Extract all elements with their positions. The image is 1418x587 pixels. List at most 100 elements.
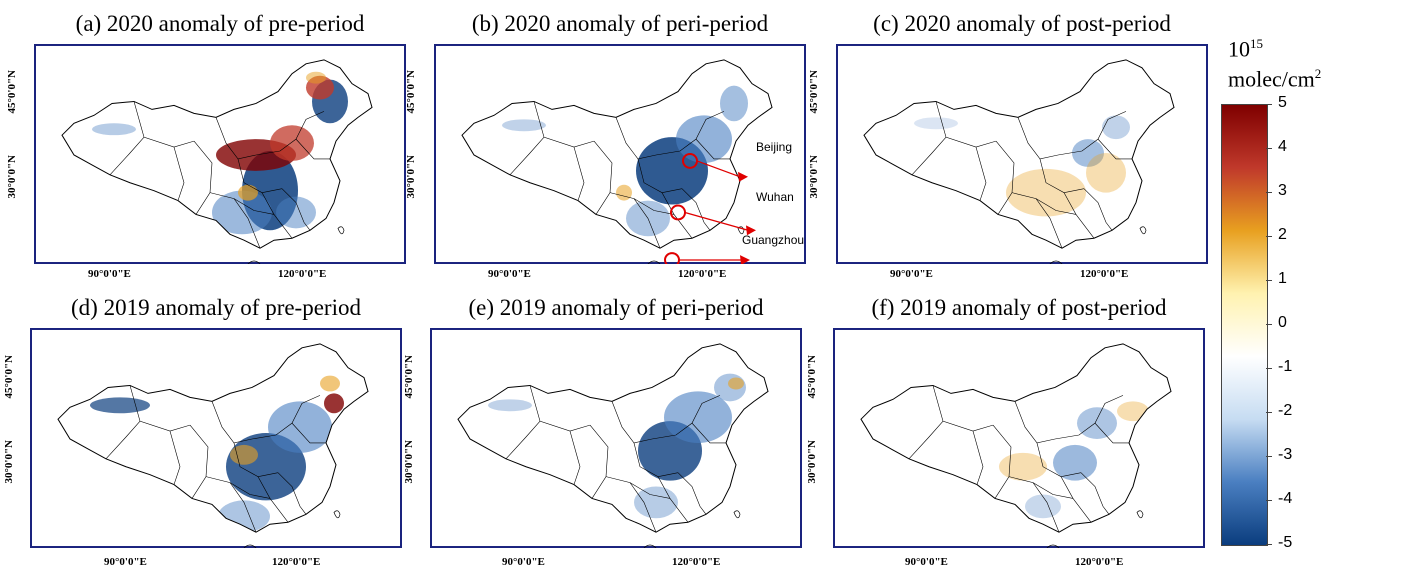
island-outline xyxy=(737,226,745,235)
island-outline xyxy=(1139,226,1147,235)
lat-label-45: 45°0'0"N xyxy=(3,355,15,399)
lon-label-90: 90°0'0"E xyxy=(104,556,147,568)
colorbar-unit-name: molec/cm2 xyxy=(1228,66,1321,92)
province-boundary xyxy=(677,472,707,515)
map-frame xyxy=(833,328,1205,548)
colorbar-tick-label: 5 xyxy=(1278,94,1287,111)
lon-label-120: 120°0'0"E xyxy=(1080,268,1129,280)
anomaly-region xyxy=(270,125,314,161)
province-boundary xyxy=(695,138,730,160)
anomaly-region xyxy=(238,184,258,201)
lat-label-30: 30°0'0"N xyxy=(405,155,417,199)
province-boundary xyxy=(281,188,311,231)
map-panel-c: (c) 2020 anomaly of post-period xyxy=(836,8,1208,264)
province-boundary xyxy=(995,140,1015,215)
island-outline xyxy=(733,510,741,519)
country-outline xyxy=(457,343,769,533)
province-boundary xyxy=(629,482,671,499)
lat-label-45: 45°0'0"N xyxy=(6,70,18,114)
province-boundary xyxy=(129,385,191,432)
colorbar-tick-mark xyxy=(1266,412,1272,413)
map-panel-a: (a) 2020 anomaly of pre-period xyxy=(34,8,406,264)
lon-label-90: 90°0'0"E xyxy=(488,268,531,280)
colorbar-tick-label: -4 xyxy=(1278,490,1293,507)
province-boundary xyxy=(1094,422,1129,444)
map-panel-b: (b) 2020 anomaly of peri-period xyxy=(434,8,806,264)
colorbar-tick-label: -3 xyxy=(1278,446,1293,463)
island-outline xyxy=(647,260,661,264)
anomaly-layer xyxy=(488,373,746,519)
province-boundary xyxy=(975,146,987,201)
map-border xyxy=(434,44,806,264)
province-boundary xyxy=(569,430,581,485)
map-svg xyxy=(833,328,1205,548)
province-boundary xyxy=(233,198,275,215)
colorbar-unit-scale: 1015 xyxy=(1228,36,1263,62)
anomaly-region xyxy=(728,377,744,390)
arrow-head-icon xyxy=(746,225,756,236)
province-boundary xyxy=(609,192,661,249)
lat-label-30: 30°0'0"N xyxy=(6,155,18,199)
island-outline xyxy=(333,510,341,519)
province-boundary xyxy=(211,401,253,444)
map-border xyxy=(836,44,1208,264)
anomaly-region xyxy=(1077,407,1117,439)
anomaly-region xyxy=(268,401,332,453)
province-boundary xyxy=(1083,188,1113,231)
island-outline xyxy=(337,226,345,235)
province-boundary xyxy=(908,420,944,460)
province-boundary xyxy=(229,482,271,499)
anomaly-region xyxy=(320,375,340,392)
province-boundary xyxy=(605,476,657,533)
province-boundary xyxy=(1008,476,1060,533)
province-boundary xyxy=(277,472,307,515)
map-svg xyxy=(34,44,406,264)
province-boundary xyxy=(932,385,994,432)
anomaly-region xyxy=(1006,168,1086,217)
province-boundary xyxy=(1014,401,1056,444)
city-pointer-line xyxy=(684,211,749,231)
province-boundary xyxy=(633,198,675,215)
colorbar-tick-mark xyxy=(1266,500,1272,501)
panel-title: (a) 2020 anomaly of pre-period xyxy=(75,11,365,36)
map-svg xyxy=(434,44,806,264)
province-boundary xyxy=(169,430,181,485)
lon-label-90: 90°0'0"E xyxy=(905,556,948,568)
map-border xyxy=(833,328,1205,548)
province-boundary xyxy=(1039,158,1085,193)
province-boundary xyxy=(589,424,609,499)
country-outline xyxy=(860,343,1172,533)
unit-base: 10 xyxy=(1228,36,1250,62)
province-boundary xyxy=(1080,472,1110,515)
map-frame xyxy=(434,44,806,264)
colorbar-tick-label: -1 xyxy=(1278,358,1293,375)
colorbar-tick-mark xyxy=(1266,148,1272,149)
anomaly-region xyxy=(634,486,678,519)
country-outline xyxy=(57,343,369,533)
city-pointer-line xyxy=(696,160,741,178)
anomaly-region xyxy=(720,85,748,122)
colorbar-tick-mark xyxy=(1266,456,1272,457)
anomaly-region xyxy=(1025,494,1061,519)
island-outline xyxy=(643,544,657,548)
colorbar-tick-mark xyxy=(1266,192,1272,193)
colorbar xyxy=(1221,104,1268,546)
province-boundary xyxy=(911,136,947,176)
anomaly-layer xyxy=(914,115,1130,217)
city-label-wuhan: Wuhan xyxy=(756,190,794,204)
island-outline xyxy=(1136,510,1144,519)
lon-label-90: 90°0'0"E xyxy=(890,268,933,280)
lat-label-45: 45°0'0"N xyxy=(806,355,818,399)
unit-exponent: 15 xyxy=(1250,36,1263,51)
map-frame xyxy=(836,44,1208,264)
province-boundary xyxy=(291,422,326,444)
anomaly-region xyxy=(616,184,632,201)
province-boundary xyxy=(637,158,683,193)
panel-title: (e) 2019 anomaly of peri-period xyxy=(468,295,764,320)
colorbar-tick-mark xyxy=(1266,280,1272,281)
colorbar-tick-mark xyxy=(1266,324,1272,325)
province-boundary xyxy=(681,188,711,231)
unit-name: molec/cm xyxy=(1228,66,1315,92)
anomaly-region xyxy=(212,190,272,235)
province-boundary xyxy=(1032,482,1074,499)
